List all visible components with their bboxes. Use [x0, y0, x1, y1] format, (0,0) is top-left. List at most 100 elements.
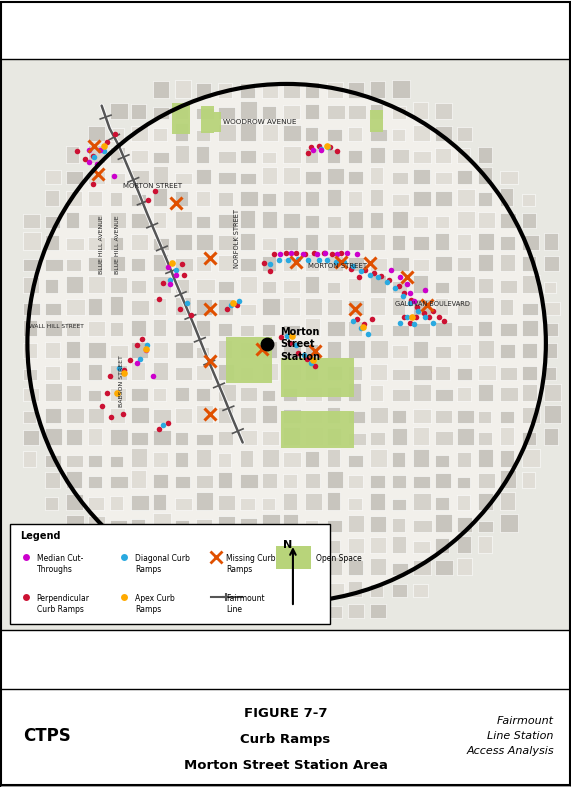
Bar [500, 472, 513, 488]
Bar [196, 275, 213, 293]
Bar [348, 129, 365, 141]
Bar [262, 411, 276, 423]
Bar [392, 259, 405, 272]
Bar [457, 298, 472, 315]
Bar [131, 214, 149, 227]
Bar [218, 84, 234, 98]
Bar [240, 172, 255, 184]
Bar [153, 324, 171, 336]
Bar [305, 408, 320, 423]
Bar [240, 539, 255, 553]
Bar [218, 102, 233, 120]
Bar [392, 474, 406, 488]
Bar [175, 452, 190, 467]
Bar [23, 320, 38, 336]
Bar [413, 474, 431, 488]
Bar [218, 257, 235, 272]
Bar [23, 366, 37, 379]
Bar [240, 275, 252, 293]
Bar [522, 383, 540, 401]
Bar [131, 238, 145, 249]
Bar [23, 237, 38, 249]
Bar [522, 302, 537, 315]
Bar [392, 515, 407, 531]
Bar [413, 320, 431, 336]
Bar [131, 582, 144, 597]
Bar [88, 194, 103, 206]
Bar [327, 520, 343, 531]
Bar [522, 471, 535, 488]
Bar [66, 304, 81, 315]
Bar [348, 364, 363, 379]
Bar [45, 497, 62, 510]
Bar [478, 390, 495, 401]
Text: BABSON STREET: BABSON STREET [119, 356, 123, 408]
Bar [218, 301, 232, 315]
Bar [478, 345, 496, 358]
Bar [218, 168, 236, 184]
Bar [392, 146, 410, 163]
Bar [218, 453, 234, 467]
Bar [413, 429, 427, 445]
Bar [110, 323, 124, 336]
Bar [522, 259, 538, 272]
Bar [413, 302, 430, 315]
Bar [131, 497, 144, 510]
Bar [66, 324, 84, 336]
Bar [131, 389, 149, 401]
Bar [240, 192, 254, 206]
Bar [370, 110, 383, 132]
Bar [45, 343, 62, 358]
Bar [544, 410, 561, 423]
Bar [370, 319, 387, 336]
Bar [327, 364, 344, 379]
Bar [240, 127, 256, 141]
Bar [478, 190, 493, 206]
Bar [175, 192, 191, 206]
Bar [457, 427, 472, 445]
Bar [327, 279, 344, 293]
Bar [283, 450, 299, 467]
Bar [110, 450, 123, 467]
Bar [435, 128, 452, 141]
Bar [478, 498, 492, 510]
Bar [305, 541, 322, 553]
Text: Curb Ramps: Curb Ramps [240, 733, 331, 746]
Bar [23, 213, 40, 227]
Bar [131, 539, 146, 553]
Bar [153, 582, 171, 597]
Bar [175, 384, 191, 401]
Bar [283, 586, 298, 597]
Bar [153, 258, 170, 272]
Bar [478, 212, 492, 227]
Bar [348, 275, 367, 293]
Bar [305, 603, 320, 619]
Bar [305, 368, 323, 379]
Bar [522, 235, 537, 249]
Bar [413, 493, 429, 510]
Bar [348, 431, 364, 445]
Bar [435, 320, 449, 336]
Bar [478, 169, 493, 184]
Bar [88, 453, 103, 467]
Bar [413, 343, 429, 358]
Bar [172, 103, 190, 135]
Bar [305, 190, 319, 206]
Bar [110, 432, 123, 445]
Bar [283, 515, 297, 531]
Bar [348, 540, 362, 553]
Bar [370, 105, 383, 120]
Bar [457, 276, 471, 293]
Bar [435, 281, 451, 293]
Bar [110, 386, 126, 401]
Bar [500, 302, 517, 315]
Bar [45, 254, 62, 272]
Bar [478, 409, 492, 423]
Bar [392, 498, 408, 510]
Bar [370, 429, 383, 445]
Bar [435, 105, 450, 120]
Bar [392, 557, 409, 575]
Bar [327, 324, 344, 336]
Text: Median Cut-
Throughs: Median Cut- Throughs [37, 554, 83, 574]
Bar [522, 216, 540, 227]
